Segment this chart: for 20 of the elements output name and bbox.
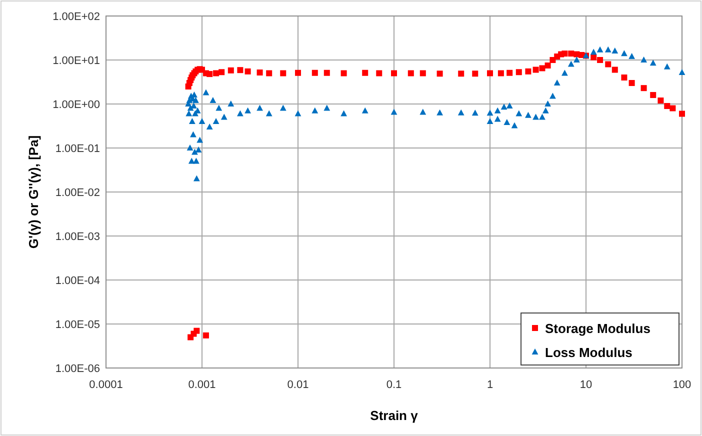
y-tick-label: 1.00E-02 — [55, 187, 100, 199]
y-axis-title: G'(γ) or G''(γ), [Pa] — [26, 135, 41, 249]
x-tick-label: 0.0001 — [89, 379, 123, 391]
x-tick-label: 0.001 — [188, 379, 216, 391]
x-tick-label: 0.01 — [287, 379, 309, 391]
y-tick-label: 1.00E+01 — [52, 55, 100, 67]
y-tick-label: 1.00E+02 — [52, 11, 100, 23]
x-tick-label: 10 — [580, 379, 592, 391]
y-tick-label: 1.00E-03 — [55, 231, 100, 243]
y-tick-label: 1.00E-06 — [55, 363, 100, 375]
y-tick-label: 1.00E-05 — [55, 319, 100, 331]
x-tick-label: 100 — [672, 379, 692, 391]
y-tick-label: 1.00E-01 — [55, 143, 100, 155]
x-axis-title: Strain γ — [370, 408, 419, 423]
legend-label: Storage Modulus — [545, 321, 650, 336]
y-tick-label: 1.00E-04 — [55, 275, 100, 287]
x-tick-label: 0.1 — [386, 379, 402, 391]
legend-label: Loss Modulus — [545, 345, 632, 360]
y-tick-label: 1.00E+00 — [52, 99, 100, 111]
x-tick-label: 1 — [486, 379, 494, 391]
